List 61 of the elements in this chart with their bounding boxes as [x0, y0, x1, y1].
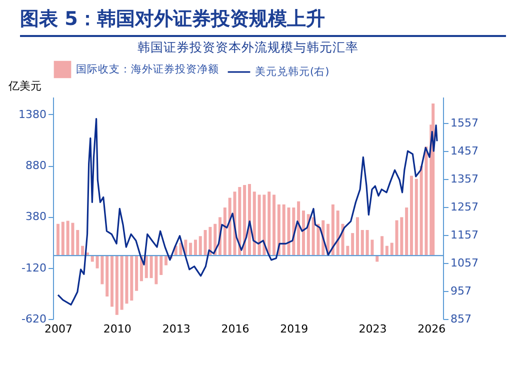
bar	[390, 242, 394, 256]
bar	[61, 222, 64, 256]
bar	[302, 210, 305, 256]
x-tick-label: 2019	[280, 322, 308, 336]
y-tick-label: 880	[26, 159, 46, 172]
bar	[238, 187, 242, 256]
bar	[144, 256, 148, 278]
y2-tick-label: 1257	[450, 200, 478, 214]
y2-tick-label: 1057	[450, 256, 478, 270]
bar	[351, 233, 354, 256]
chart-title: 图表 5：韩国对外证券投资规模上升	[20, 6, 506, 37]
bar	[115, 256, 118, 315]
bar	[106, 256, 109, 296]
y-tick-label: 1380	[18, 108, 46, 121]
y2-tick-label: 1557	[450, 116, 478, 130]
bar	[160, 256, 163, 276]
y2-tick-label: 1357	[450, 172, 478, 186]
bar	[135, 256, 138, 291]
y-axis-title: 亿美元	[8, 80, 42, 92]
bar	[360, 230, 364, 256]
x-tick-label: 2010	[103, 322, 132, 336]
legend-label: 国际收支：海外证券投资净额	[76, 62, 219, 76]
y2-tick-label: 1457	[450, 144, 478, 158]
bar	[385, 246, 388, 256]
bar	[194, 240, 197, 256]
y2-tick-label: 1157	[450, 228, 478, 242]
bar	[164, 256, 168, 266]
bar	[356, 217, 359, 256]
bar	[410, 176, 413, 256]
bar	[405, 207, 408, 256]
bar	[56, 224, 60, 256]
x-tick-label: 2007	[44, 322, 72, 336]
bar	[331, 204, 334, 256]
bar	[268, 192, 271, 256]
x-tick-label: 2026	[418, 322, 446, 336]
chart-subtitle: 韩国证券投资资本外流规模与韩元汇率	[138, 40, 358, 54]
x-tick-label: 2023	[358, 322, 387, 336]
y-tick-label: -120	[22, 261, 46, 274]
bar	[110, 256, 114, 307]
bar	[414, 178, 418, 256]
x-tick-label: 2013	[162, 322, 190, 336]
y-tick-label: -620	[22, 312, 46, 326]
legend-label: 美元兑韩元(右)	[255, 65, 330, 78]
bar	[76, 230, 80, 256]
bar	[198, 236, 202, 256]
bar	[81, 246, 84, 256]
y2-tick-label: 857	[450, 312, 472, 326]
y-tick-label: 380	[26, 210, 46, 224]
bar	[252, 192, 256, 256]
x-tick-label: 2016	[221, 322, 250, 336]
bar	[336, 210, 340, 256]
bar	[380, 236, 384, 256]
bar	[243, 184, 246, 256]
y2-tick-label: 957	[450, 284, 472, 298]
bar	[189, 242, 192, 256]
bar	[223, 207, 226, 256]
bar	[432, 103, 435, 256]
bar	[297, 201, 300, 256]
bar	[272, 194, 276, 256]
bar	[130, 256, 134, 301]
line-series	[57, 118, 438, 306]
